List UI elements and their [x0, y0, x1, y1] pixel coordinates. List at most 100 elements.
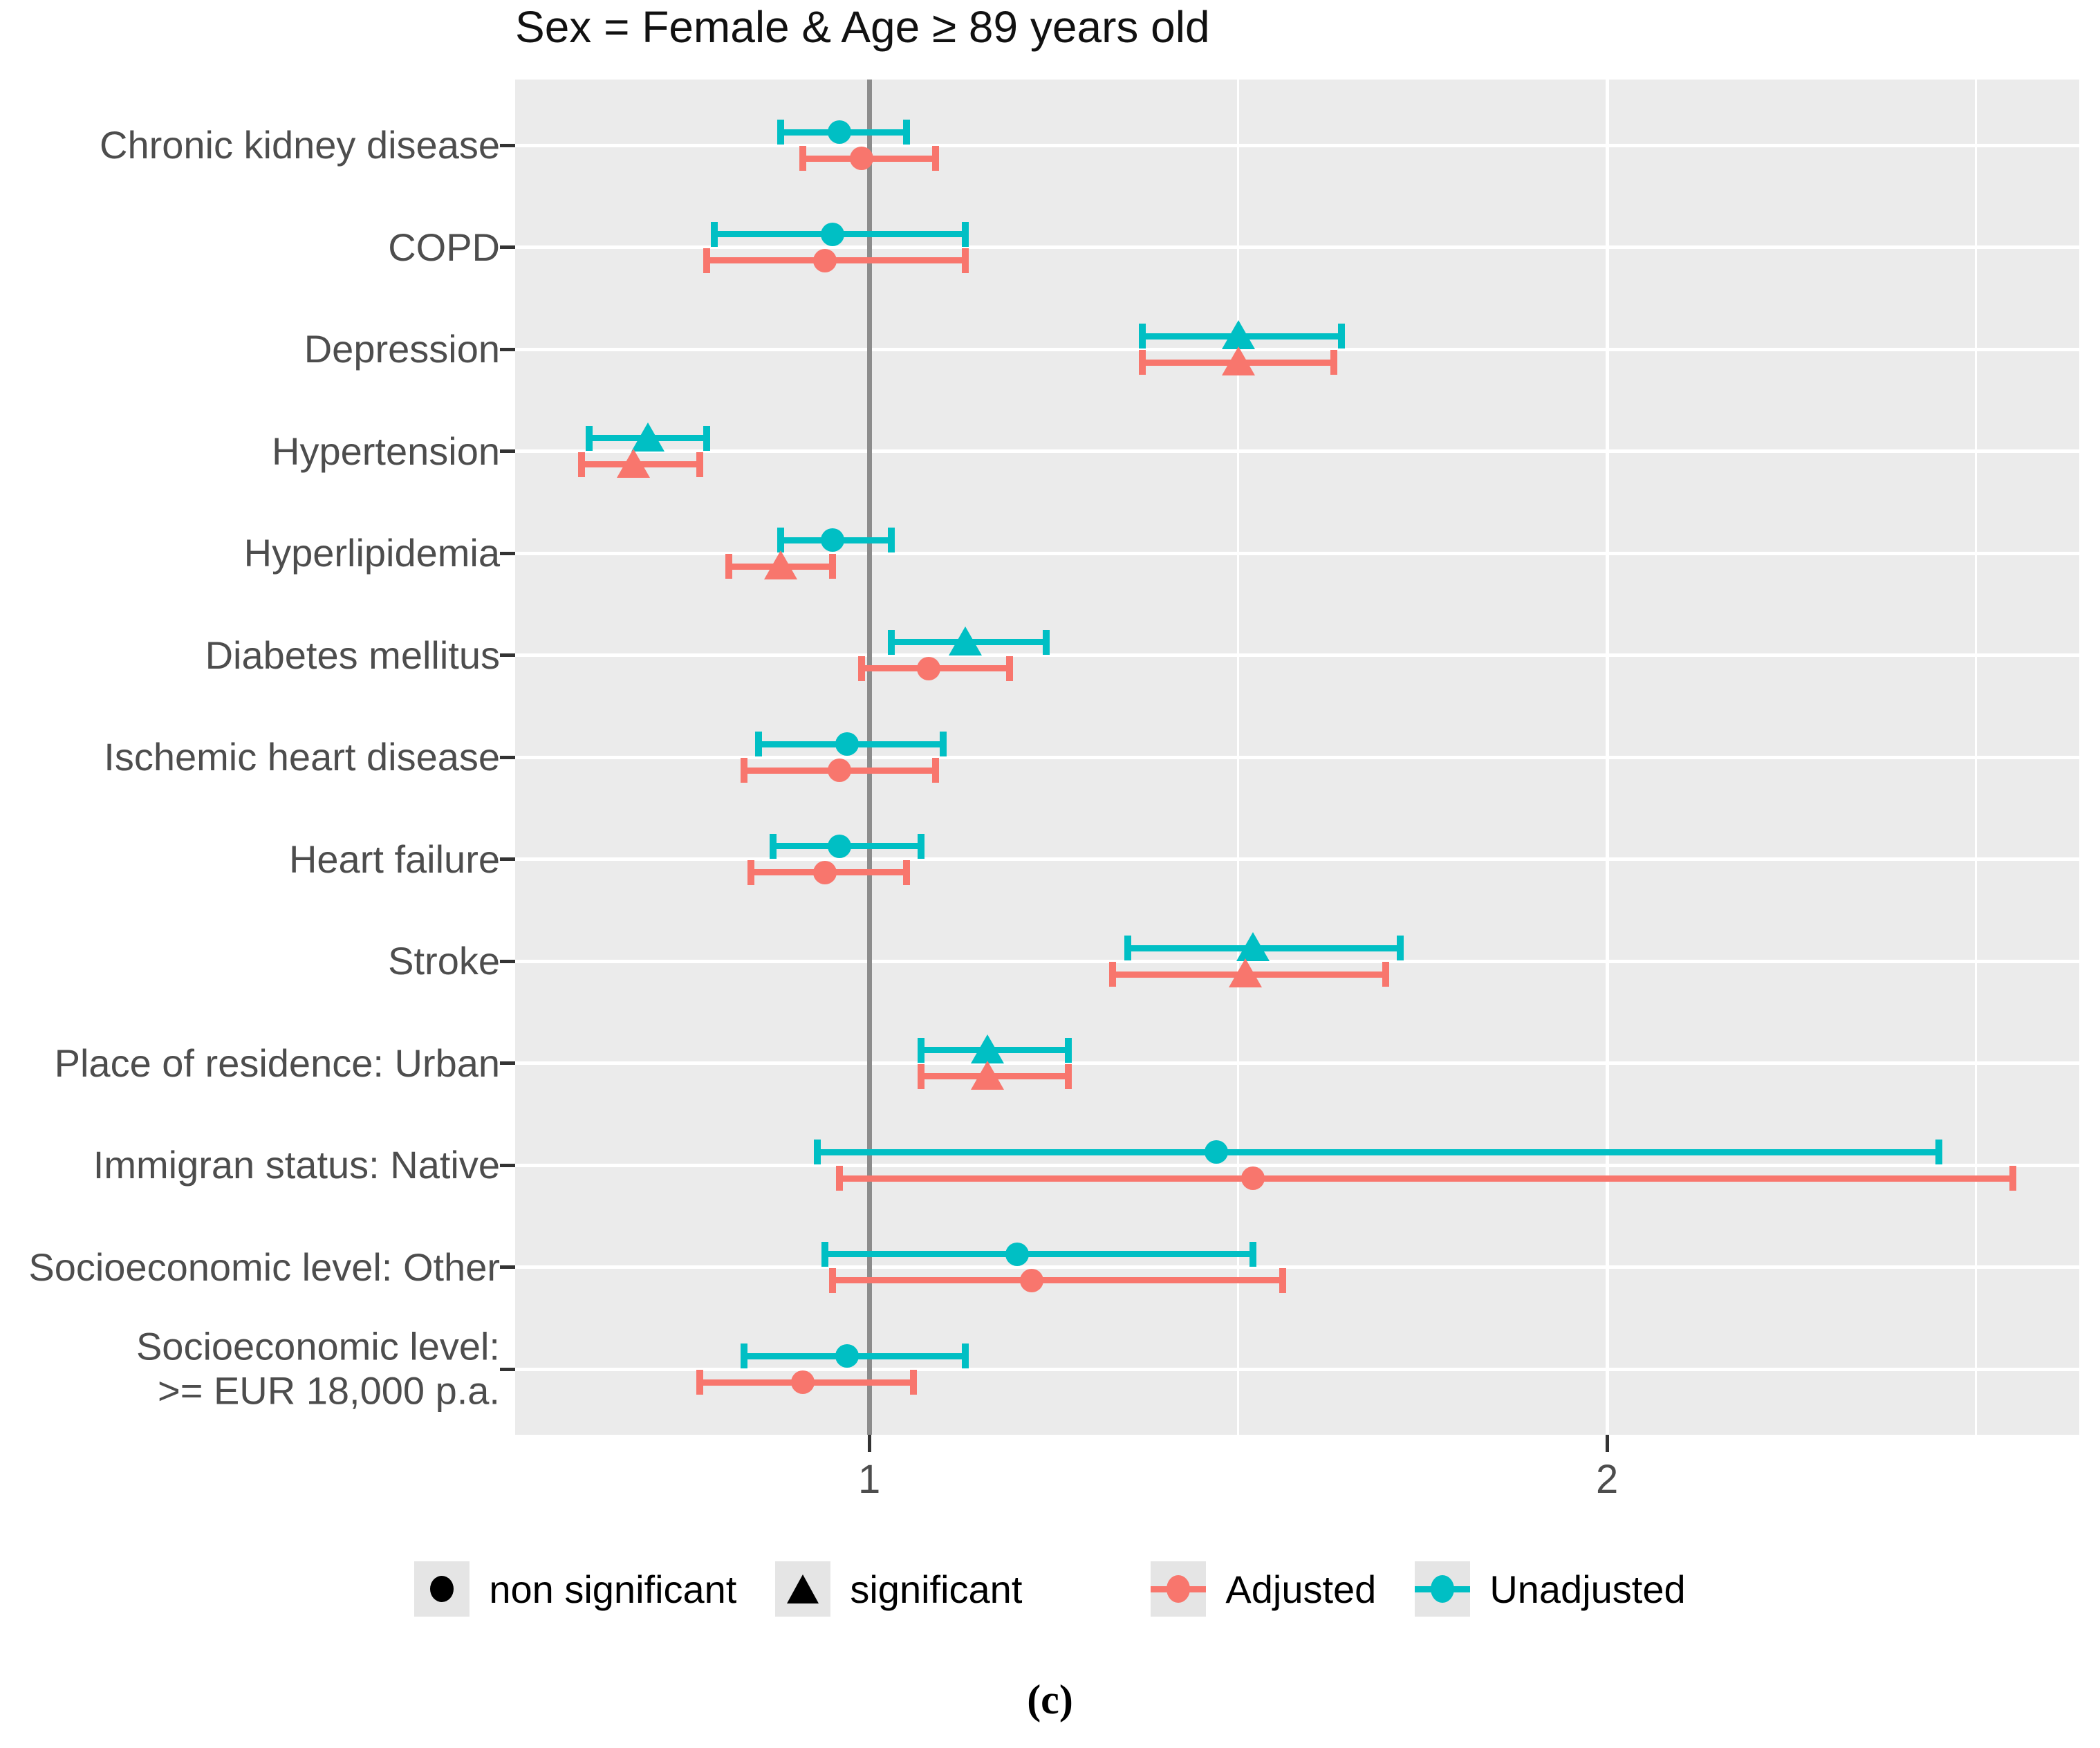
x-axis-tick: [1605, 1435, 1609, 1452]
unadjusted-error-cap: [888, 629, 895, 655]
gridline-vertical-minor: [1975, 80, 1978, 1435]
y-axis-label: Stroke: [388, 938, 500, 983]
legend-item-significant: significant: [775, 1561, 1022, 1617]
adjusted-significant-triangle-marker: [1229, 958, 1263, 987]
adjusted-nonsignificant-circle-marker: [850, 147, 874, 170]
y-axis-tick: [500, 347, 515, 351]
y-axis-tick: [500, 449, 515, 453]
y-axis-label: Ischemic heart disease: [104, 734, 500, 779]
adjusted-error-bar: [832, 1277, 1283, 1283]
unadjusted-error-cap: [770, 833, 777, 859]
gridline-horizontal: [515, 1265, 2079, 1269]
y-axis-tick: [500, 245, 515, 249]
unadjusted-error-bar: [825, 1251, 1253, 1257]
gridline-horizontal: [515, 755, 2079, 759]
adjusted-nonsignificant-circle-marker: [1019, 1268, 1043, 1292]
adjusted-error-bar: [839, 1175, 2013, 1182]
unadjusted-significant-triangle-marker: [948, 626, 982, 656]
adjusted-error-cap: [799, 146, 807, 171]
unadjusted-error-cap: [1338, 324, 1346, 348]
legend-circle-glyph: [430, 1576, 454, 1602]
unadjusted-error-cap: [917, 833, 924, 859]
gridline-horizontal: [515, 857, 2079, 861]
unadjusted-error-cap: [961, 1343, 969, 1368]
x-axis-tick-label: 2: [1595, 1457, 1619, 1502]
y-axis-label: COPD: [388, 225, 500, 269]
unadjusted-nonsignificant-circle-marker: [1204, 1140, 1228, 1164]
unadjusted-significant-triangle-marker: [631, 422, 665, 452]
y-axis-tick: [500, 1367, 515, 1371]
unadjusted-significant-triangle-marker: [1221, 320, 1255, 349]
y-axis-tick: [500, 551, 515, 555]
figure-caption: (c): [1027, 1677, 1073, 1722]
adjusted-error-cap: [910, 1370, 918, 1395]
adjusted-error-cap: [2009, 1166, 2016, 1191]
legend-key-adjusted-pointrange: [1151, 1561, 1207, 1617]
adjusted-error-cap: [1109, 962, 1117, 987]
unadjusted-error-cap: [821, 1241, 829, 1267]
unadjusted-significant-triangle-marker: [970, 1034, 1004, 1063]
unadjusted-error-cap: [1935, 1140, 1943, 1164]
unadjusted-nonsignificant-circle-marker: [820, 528, 844, 552]
unadjusted-error-cap: [711, 221, 718, 247]
unadjusted-nonsignificant-circle-marker: [835, 732, 859, 756]
legend-item-adjusted: Adjusted: [1151, 1561, 1376, 1617]
adjusted-error-cap: [703, 248, 711, 273]
adjusted-significant-triangle-marker: [970, 1060, 1004, 1090]
adjusted-error-cap: [1005, 656, 1013, 681]
unadjusted-nonsignificant-circle-marker: [1005, 1242, 1029, 1266]
gridline-horizontal: [515, 1367, 2079, 1371]
adjusted-error-cap: [932, 758, 940, 783]
unadjusted-nonsignificant-circle-marker: [828, 120, 852, 144]
adjusted-nonsignificant-circle-marker: [1241, 1166, 1265, 1190]
x-axis-tick-label: 1: [858, 1457, 881, 1502]
adjusted-error-cap: [1382, 962, 1390, 987]
unadjusted-error-cap: [917, 1037, 924, 1063]
y-axis-tick: [500, 857, 515, 861]
unadjusted-significant-triangle-marker: [1236, 932, 1270, 961]
unadjusted-nonsignificant-circle-marker: [820, 222, 844, 246]
adjusted-error-cap: [828, 1267, 836, 1293]
y-axis-tick: [500, 959, 515, 963]
adjusted-error-cap: [902, 859, 910, 885]
unadjusted-error-cap: [777, 120, 785, 145]
adjusted-error-cap: [1330, 350, 1338, 375]
gridline-horizontal: [515, 347, 2079, 351]
y-axis-label: Diabetes mellitus: [205, 633, 500, 677]
unadjusted-error-cap: [1065, 1037, 1072, 1063]
unadjusted-error-bar: [817, 1149, 1940, 1155]
y-axis-label: Heart failure: [288, 837, 500, 881]
y-axis-tick: [500, 1061, 515, 1065]
unadjusted-nonsignificant-circle-marker: [828, 834, 852, 858]
legend-item-non-significant: non significant: [414, 1561, 736, 1617]
unadjusted-nonsignificant-circle-marker: [835, 1344, 859, 1368]
x-axis-tick: [867, 1435, 871, 1452]
adjusted-nonsignificant-circle-marker: [828, 759, 852, 782]
unadjusted-error-cap: [961, 221, 969, 247]
y-axis-tick: [500, 755, 515, 759]
gridline-horizontal: [515, 1163, 2079, 1167]
gridline-vertical-major: [1605, 80, 1609, 1435]
legend-pointrange-dot-glyph: [1167, 1575, 1191, 1603]
unadjusted-error-cap: [814, 1140, 821, 1164]
unadjusted-error-cap: [1397, 936, 1404, 960]
legend-pointrange-dot-glyph: [1431, 1575, 1455, 1603]
y-axis-label: Immigran status: Native: [93, 1142, 500, 1187]
adjusted-error-cap: [828, 554, 836, 579]
adjusted-error-cap: [917, 1063, 924, 1089]
adjusted-significant-triangle-marker: [764, 550, 798, 579]
adjusted-error-cap: [578, 452, 586, 477]
legend: non significant significant Adjusted Una…: [0, 1561, 2100, 1617]
adjusted-error-cap: [1065, 1063, 1072, 1089]
adjusted-error-cap: [747, 859, 755, 885]
unadjusted-error-cap: [777, 528, 785, 552]
unadjusted-error-cap: [1043, 629, 1050, 655]
y-axis-tick: [500, 1163, 515, 1167]
adjusted-error-cap: [740, 758, 747, 783]
legend-label: Unadjusted: [1489, 1567, 1686, 1611]
y-axis-label: Place of residence: Urban: [54, 1041, 500, 1085]
adjusted-significant-triangle-marker: [1221, 346, 1255, 375]
unadjusted-error-cap: [1249, 1241, 1256, 1267]
y-axis-label: Depression: [304, 326, 500, 371]
adjusted-nonsignificant-circle-marker: [916, 656, 940, 680]
